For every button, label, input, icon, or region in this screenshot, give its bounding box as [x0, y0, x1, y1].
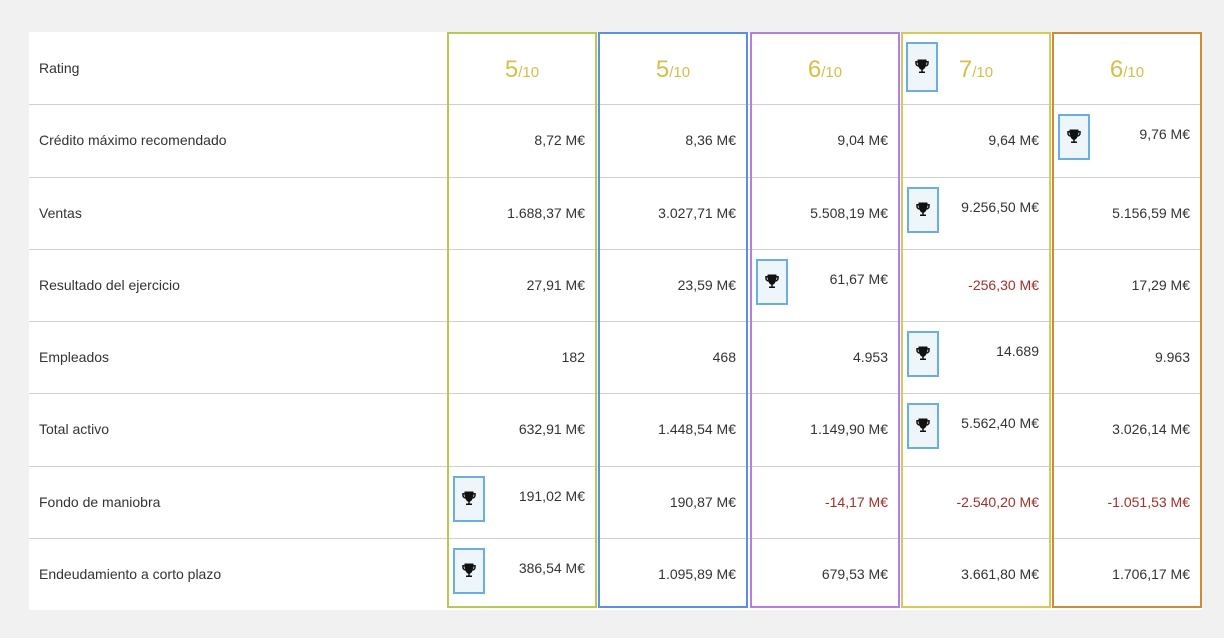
row-divider: [29, 466, 1202, 467]
trophy-icon: [907, 187, 939, 233]
row-divider: [29, 393, 1202, 394]
cell-value: 386,54 M€: [518, 560, 585, 576]
row-label: Crédito máximo recomendado: [39, 132, 227, 148]
cell-value: 8,36 M€: [685, 132, 736, 148]
cell-value: 27,91 M€: [526, 277, 585, 293]
rating-denominator: /10: [518, 64, 540, 81]
cell-value: 1.448,54 M€: [658, 421, 736, 437]
rating-score: 5/10: [598, 55, 748, 85]
rating-denominator: /10: [972, 64, 994, 81]
cell-value: 632,91 M€: [518, 421, 585, 437]
rating-value: 5: [655, 56, 670, 83]
cell-value: 191,02 M€: [518, 488, 585, 504]
rating-denominator: /10: [1123, 64, 1145, 81]
cell-value: 1.149,90 M€: [810, 421, 888, 437]
trophy-icon: [453, 476, 485, 522]
cell-value: 4.953: [852, 349, 888, 365]
cell-value: 3.026,14 M€: [1112, 421, 1190, 437]
cell-value: 14.689: [996, 343, 1039, 359]
row-divider: [29, 321, 1202, 322]
cell-value: 5.508,19 M€: [810, 205, 888, 221]
cell-value: 9.256,50 M€: [961, 199, 1039, 215]
cell-value: 3.027,71 M€: [658, 205, 736, 221]
rating-score: 5/10: [447, 55, 597, 85]
row-label: Ventas: [39, 205, 82, 221]
trophy-icon: [907, 331, 939, 377]
rating-denominator: /10: [669, 64, 691, 81]
trophy-icon: [756, 259, 788, 305]
rating-value: 5: [504, 56, 519, 83]
cell-value: -256,30 M€: [968, 277, 1039, 293]
row-label: Fondo de maniobra: [39, 494, 161, 510]
cell-value: 190,87 M€: [669, 494, 736, 510]
trophy-icon: [906, 42, 938, 92]
trophy-icon: [907, 403, 939, 449]
trophy-icon: [1058, 114, 1090, 160]
cell-value: 9,04 M€: [837, 132, 888, 148]
cell-value: 468: [712, 349, 736, 365]
cell-value: 23,59 M€: [677, 277, 736, 293]
cell-value: 9,64 M€: [988, 132, 1039, 148]
cell-value: 17,29 M€: [1131, 277, 1190, 293]
cell-value: 182: [561, 349, 585, 365]
rating-value: 6: [1109, 56, 1124, 83]
cell-value: 5.156,59 M€: [1112, 205, 1190, 221]
cell-value: 8,72 M€: [534, 132, 585, 148]
row-divider: [29, 104, 1202, 105]
cell-value: 1.688,37 M€: [507, 205, 585, 221]
rating-score: 6/10: [1052, 55, 1202, 85]
rating-denominator: /10: [821, 64, 843, 81]
cell-value: 9,76 M€: [1139, 126, 1190, 142]
cell-value: -1.051,53 M€: [1107, 494, 1191, 510]
cell-value: -14,17 M€: [824, 494, 888, 510]
cell-value: 5.562,40 M€: [961, 415, 1039, 431]
cell-value: 1.706,17 M€: [1112, 566, 1190, 582]
cell-value: -2.540,20 M€: [956, 494, 1040, 510]
rating-score: 6/10: [750, 55, 900, 85]
row-label: Rating: [39, 60, 80, 76]
rating-score: 7/10: [901, 55, 1051, 85]
row-label: Resultado del ejercicio: [39, 277, 180, 293]
row-divider: [29, 177, 1202, 178]
cell-value: 9.963: [1154, 349, 1190, 365]
row-label: Endeudamiento a corto plazo: [39, 566, 222, 582]
row-label: Empleados: [39, 349, 110, 365]
cell-value: 1.095,89 M€: [658, 566, 736, 582]
row-divider: [29, 538, 1202, 539]
cell-value: 61,67 M€: [829, 271, 888, 287]
row-divider: [29, 249, 1202, 250]
row-label: Total activo: [39, 421, 110, 437]
rating-value: 7: [958, 56, 973, 83]
cell-value: 3.661,80 M€: [961, 566, 1039, 582]
trophy-icon: [453, 548, 485, 594]
rating-value: 6: [807, 56, 822, 83]
cell-value: 679,53 M€: [821, 566, 888, 582]
